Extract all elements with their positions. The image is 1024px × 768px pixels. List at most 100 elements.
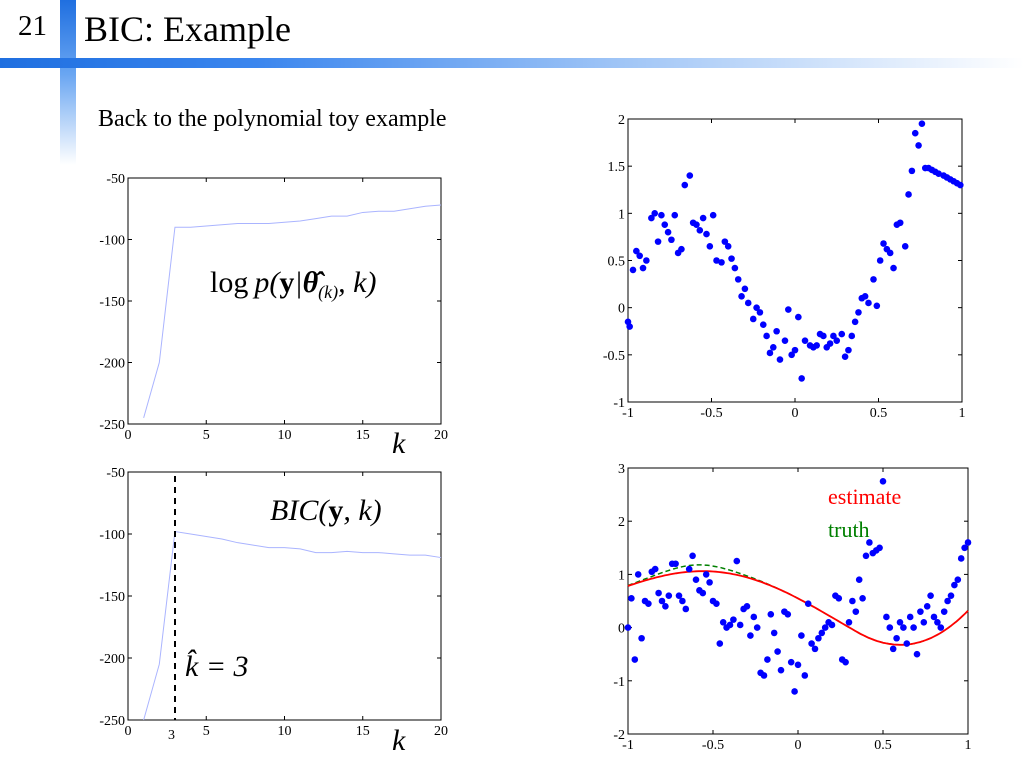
data-point [668,236,675,244]
data-point [908,167,916,175]
data-point [930,613,938,621]
data-point [883,613,890,621]
data-point [940,608,948,615]
data-point [631,656,639,663]
bic-plot: 0 5 10 15 20 -50 -100 -150 -200 -250 BIC(y, k) k̂… [99,466,448,757]
log-likelihood-formula: log p(y|θ̂(k), k) [210,266,376,303]
data-point [699,589,707,597]
y-tick-label: 1.5 [608,160,626,175]
data-point [741,285,749,293]
x-tick-label: 1 [965,738,972,753]
data-point [672,560,679,568]
data-point [923,603,931,610]
data-point [682,605,690,613]
x-tick-label: 0.5 [870,406,888,421]
data-point [675,592,683,599]
data-point [658,597,666,605]
data-point [794,661,802,669]
data-point [920,618,928,626]
y-tick-label: -2 [613,728,625,743]
data-point [776,356,784,363]
data-point [706,579,713,586]
data-point [696,227,704,234]
data-point [636,252,643,260]
data-point [964,539,972,546]
data-point [638,634,645,642]
data-point [730,616,737,623]
data-point [835,595,843,602]
data-point [811,645,819,653]
data-point [645,600,652,607]
data-point [842,658,849,666]
data-point [849,597,856,605]
data-point [848,332,856,340]
data-point [954,576,962,584]
data-scatter-plot: -1 -0.5 0 0.5 1 2 1.5 1 0.5 0 -0.5 -1 [603,113,966,421]
data-point [766,349,774,357]
y-tick-label: 0 [618,622,625,637]
x-tick-label: 20 [434,724,448,739]
data-point [791,346,799,354]
data-point [851,318,859,326]
data-point [651,210,659,217]
data-point [784,611,792,618]
bic-curve [143,530,442,721]
data-point [681,181,689,189]
data-point [709,211,717,219]
x-tick-label: 5 [203,724,210,739]
data-point [777,666,785,674]
data-point [713,257,720,264]
data-point [901,243,909,250]
y-tick-label: -100 [99,528,125,543]
data-point [934,618,941,626]
data-point [692,576,700,584]
data-point [665,592,673,599]
data-point [770,629,778,637]
log-likelihood-curve [143,204,442,418]
data-point [903,640,911,647]
y-tick-label: -100 [99,234,125,249]
x-tick-label: -1 [622,406,634,421]
data-point [830,332,837,340]
khat-tick: 3 [168,728,175,743]
y-tick-label: 1 [618,207,625,222]
data-point [689,552,696,560]
data-point [648,214,655,222]
y-tick-label: 1 [618,568,625,583]
data-point [781,337,789,344]
y-tick-label: 2 [618,113,625,128]
data-point [791,688,798,695]
data-point [753,624,761,631]
data-point [841,353,849,361]
data-point [859,595,866,602]
data-point [917,608,924,615]
data-point [915,142,922,149]
data-point [626,323,633,330]
y-tick-label: -250 [99,714,125,729]
x-axis-label: k [392,427,406,460]
x-axis-label: k [392,724,406,757]
data-point [910,624,917,631]
data-point [801,672,809,679]
y-tick-label: -50 [106,172,125,187]
y-tick-label: -1 [613,396,625,411]
data-point [678,245,685,253]
data-point [876,544,883,552]
title-rule [0,58,1024,68]
slide-subtitle: Back to the polynomial toy example [98,106,447,132]
data-point [855,576,863,584]
data-point [736,621,744,629]
data-point [818,629,826,637]
data-point [826,340,834,347]
data-point [655,589,662,597]
data-point [643,257,650,264]
data-point [828,621,836,629]
log-likelihood-plot: 0 5 10 15 20 -50 -100 -150 -200 -250 log p(y|θ̂(k)… [99,172,448,460]
data-point [634,571,642,578]
data-point [876,257,884,264]
data-point [679,597,686,605]
data-point [699,214,707,222]
data-point [767,611,775,618]
data-point [639,264,647,272]
x-tick-label: 5 [203,428,210,443]
